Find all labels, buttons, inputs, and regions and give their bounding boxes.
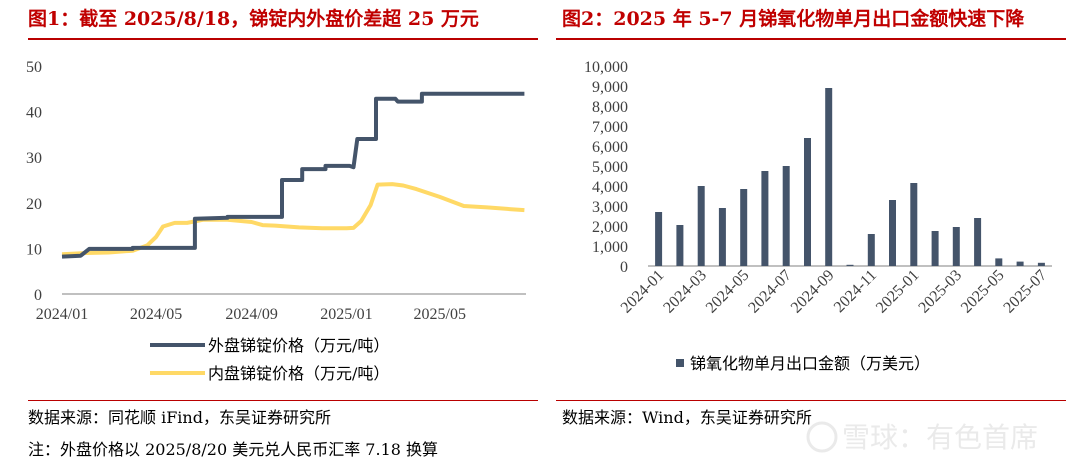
series-line-foreign <box>61 91 525 259</box>
y-axis-ticks: 0 10 20 30 40 50 <box>26 59 42 304</box>
x-tick-label: 2025-07 <box>1000 267 1050 317</box>
x-tick-label: 2025/05 <box>414 306 466 323</box>
y-tick-label: 50 <box>26 59 42 76</box>
bar <box>1016 261 1024 266</box>
y-tick-label: 6,000 <box>592 139 628 156</box>
y-tick-label: 2,000 <box>592 219 628 236</box>
series-line-domestic <box>61 182 525 257</box>
bar <box>995 258 1003 266</box>
y-tick-label: 1,000 <box>592 239 628 256</box>
y-tick-label: 5,000 <box>592 159 628 176</box>
y-tick-label: 7,000 <box>592 119 628 136</box>
y-tick-label: 40 <box>26 105 42 122</box>
bar <box>718 208 726 266</box>
x-tick-label: 2024-05 <box>703 267 753 317</box>
right-footer-rule <box>556 400 1066 401</box>
left-footer-rule <box>28 400 538 401</box>
x-tick-label: 2024-03 <box>660 267 710 317</box>
y-tick-label: 0 <box>620 259 628 276</box>
right-title-rule <box>556 38 1066 40</box>
x-axis-ticks: 2024-012024-032024-052024-072024-092024-… <box>618 267 1050 317</box>
x-tick-label: 2024/01 <box>36 306 88 323</box>
watermark: 雪球：有色首席 <box>806 421 1038 454</box>
watermark-text: 雪球：有色首席 <box>842 422 1038 454</box>
line-chart: 0 10 20 30 40 50 2024/01 2024/05 2024/09 2025/01… <box>26 59 526 383</box>
y-tick-label: 20 <box>26 196 42 213</box>
bar <box>782 166 790 266</box>
bar <box>952 227 960 266</box>
left-chart-title: 图1：截至 2025/8/18，锑锭内外盘价差超 25 万元 <box>28 8 479 30</box>
bar <box>676 225 684 266</box>
bar <box>910 183 918 266</box>
y-tick-label: 8,000 <box>592 99 628 116</box>
bar <box>974 218 982 266</box>
bar <box>825 88 833 266</box>
legend-label-bar: 锑氧化物单月出口金额（万美元） <box>690 354 930 373</box>
bar <box>740 189 748 266</box>
x-tick-label: 2024/05 <box>130 306 182 323</box>
y-axis-ticks: 0 1,000 2,000 3,000 4,000 5,000 6,000 7,000 8,00… <box>584 59 628 276</box>
x-tick-label: 2025-03 <box>915 267 965 317</box>
y-tick-label: 0 <box>34 287 42 304</box>
bar <box>889 200 896 266</box>
left-source: 数据来源：同花顺 iFind，东吴证券研究所 <box>28 408 331 427</box>
left-title-rule <box>28 38 538 40</box>
bar <box>931 231 939 266</box>
bar <box>846 264 854 266</box>
bar-chart: 0 1,000 2,000 3,000 4,000 5,000 6,000 7,000 8,00… <box>584 59 1052 373</box>
x-tick-label: 2024-09 <box>788 267 838 317</box>
bar-series <box>655 88 1045 266</box>
x-tick-label: 2025/01 <box>320 306 372 323</box>
y-tick-label: 10 <box>26 241 42 258</box>
bar <box>867 234 875 266</box>
x-tick-label: 2025-05 <box>958 267 1008 317</box>
y-tick-label: 4,000 <box>592 179 628 196</box>
x-axis-ticks: 2024/01 2024/05 2024/09 2025/01 2025/05 <box>36 306 466 323</box>
chart-legend: 外盘锑锭价格（万元/吨） 内盘锑锭价格（万元/吨） <box>150 336 389 383</box>
legend-label-foreign: 外盘锑锭价格（万元/吨） <box>208 336 389 355</box>
right-source: 数据来源：Wind，东吴证券研究所 <box>562 408 812 427</box>
y-tick-label: 3,000 <box>592 199 628 216</box>
bar <box>655 212 663 266</box>
bar <box>697 186 705 266</box>
x-tick-label: 2024/09 <box>225 306 277 323</box>
y-tick-label: 30 <box>26 150 42 167</box>
x-tick-label: 2024-07 <box>745 267 795 317</box>
bar <box>1037 262 1045 266</box>
watermark-logo-icon <box>806 421 838 453</box>
y-tick-label: 9,000 <box>592 79 628 96</box>
bar <box>804 138 811 266</box>
y-tick-label: 10,000 <box>584 59 628 76</box>
legend-swatch-bar <box>676 359 684 367</box>
x-tick-label: 2025-01 <box>873 267 923 317</box>
right-chart-title: 图2：2025 年 5-7 月锑氧化物单月出口金额快速下降 <box>562 8 1025 30</box>
x-tick-label: 2024-11 <box>831 267 880 316</box>
bar <box>761 171 769 266</box>
left-note: 注：外盘价格以 2025/8/20 美元兑人民币汇率 7.18 换算 <box>28 440 439 459</box>
legend-label-domestic: 内盘锑锭价格（万元/吨） <box>208 364 389 383</box>
chart-legend: 锑氧化物单月出口金额（万美元） <box>676 354 930 373</box>
